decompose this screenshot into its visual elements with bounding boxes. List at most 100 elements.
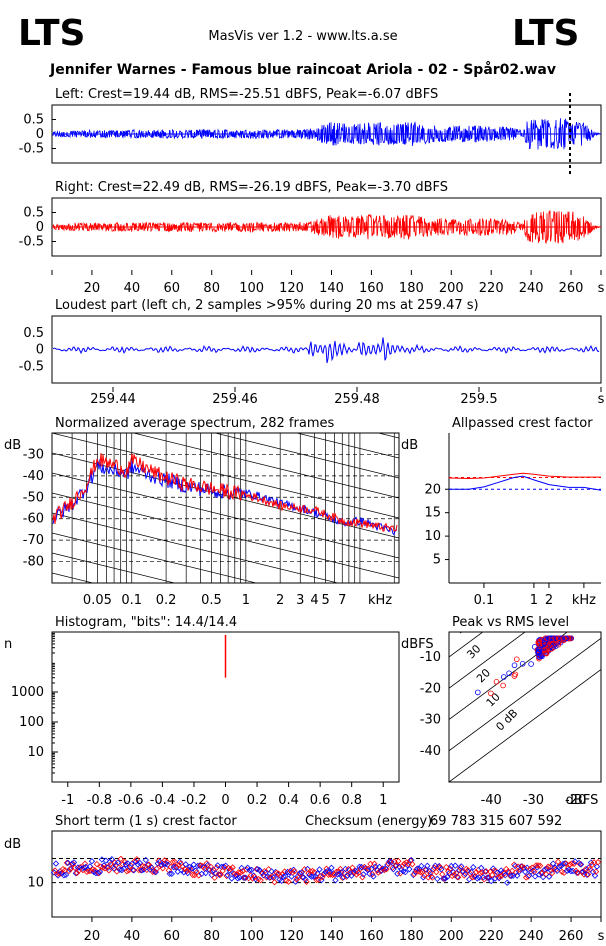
crest-point: [533, 864, 541, 871]
crest-point: [443, 863, 450, 871]
crest-point: [550, 865, 558, 873]
scatter-point: [555, 641, 562, 648]
crest-point: [484, 874, 491, 881]
y-tick-label: 0: [36, 220, 44, 235]
crest-point: [423, 866, 430, 873]
crest-point: [305, 870, 312, 877]
crest-point: [279, 870, 286, 878]
diagonal-line: [295, 433, 399, 459]
chart-title: Short term (1 s) crest factor: [55, 814, 237, 829]
diagonal-line: [52, 552, 176, 583]
y-tick-label: 0.5: [23, 326, 44, 341]
crest-point: [555, 863, 563, 871]
crest-point: [567, 867, 575, 875]
loudest-trace: [52, 337, 600, 364]
crest-point: [526, 865, 534, 873]
diagonal-line: [52, 313, 399, 398]
scatter-point: [506, 670, 512, 677]
crest-point: [418, 862, 425, 870]
crest-point: [227, 865, 234, 873]
crest-point: [228, 875, 235, 882]
crest-point: [299, 874, 306, 881]
crest-point: [395, 857, 402, 865]
crest-point: [134, 861, 142, 868]
crest-point: [288, 873, 295, 880]
scatter-point: [536, 638, 543, 645]
crest-point: [224, 872, 231, 879]
y-tick-label: 10: [27, 745, 44, 760]
crest-point: [98, 856, 106, 863]
x-tick-label: 220: [479, 281, 504, 296]
crest-point: [579, 868, 587, 875]
y-tick-label: -50: [23, 490, 44, 505]
y-tick-label: 100: [19, 715, 44, 730]
crest-point: [458, 863, 465, 870]
crest-point: [478, 864, 485, 872]
crest-point: [449, 872, 456, 880]
diagonal-line: [52, 693, 399, 778]
x-tick-label: 0.1: [474, 593, 495, 608]
x-tick-label: 160: [359, 929, 384, 944]
x-tick-label: -20: [565, 793, 586, 808]
x-tick-label: 200: [439, 929, 464, 944]
x-tick-label: -0.6: [118, 793, 143, 808]
y-tick-label: 10: [27, 876, 44, 891]
diagonal-line: [52, 193, 399, 278]
scatter-point: [493, 678, 500, 685]
y-tick-label: -0.5: [19, 235, 44, 250]
x-tick-label: 80: [203, 929, 220, 944]
crest-point: [129, 866, 137, 874]
crest-point: [285, 878, 292, 885]
right-waveform-chart: Right: Crest=22.49 dB, RMS=-26.19 dBFS, …: [19, 180, 605, 296]
histogram-chart: Histogram, "bits": 14.4/14.4n100010010-1…: [4, 615, 400, 808]
crest-point: [594, 858, 602, 866]
crest-point: [564, 865, 572, 872]
crest-point: [248, 866, 255, 874]
crest-point: [190, 861, 197, 868]
crest-point: [259, 870, 266, 877]
chart-title: Loudest part (left ch, 2 samples >95% du…: [55, 298, 479, 313]
crest-point: [468, 868, 475, 876]
crest-point: [202, 869, 209, 877]
crest-point: [327, 871, 334, 878]
crest-point: [139, 862, 147, 870]
crest-point: [534, 862, 542, 869]
x-tick-label: 240: [519, 281, 544, 296]
crest-point: [584, 871, 592, 878]
crest-point: [545, 873, 553, 880]
crest-point: [91, 867, 99, 874]
diagonal-label: 40: [455, 618, 474, 637]
diagonal-line: [52, 492, 399, 579]
y-tick-label: 15: [424, 506, 441, 521]
y-tick-label: 10: [424, 529, 441, 544]
crest-point: [371, 860, 378, 867]
scatter-point: [548, 637, 554, 644]
crest-point: [355, 869, 362, 877]
crest-point: [80, 864, 88, 871]
logo-left: LTS: [18, 13, 85, 54]
crest-point: [280, 873, 287, 880]
y-axis-label: n: [4, 637, 12, 652]
y-axis-label: dB: [4, 438, 21, 453]
crest-point: [425, 874, 432, 881]
checksum-value: 69 783 315 607 592: [430, 814, 562, 829]
crest-point: [586, 866, 594, 873]
crest-point: [121, 858, 129, 866]
crest-point: [337, 865, 344, 873]
crest-point: [333, 868, 340, 875]
crest-point: [188, 865, 195, 872]
crest-point: [562, 860, 570, 867]
crest-point: [470, 864, 477, 871]
crest-point: [328, 864, 335, 871]
crest-point: [381, 866, 388, 874]
plot-frame: [51, 830, 602, 918]
crest-point: [491, 867, 498, 874]
crest-point: [577, 861, 585, 868]
crest-point: [583, 871, 591, 878]
crest-point: [162, 860, 169, 868]
crest-point: [473, 868, 480, 876]
y-axis-label: dBFS: [401, 637, 434, 652]
x-tick-label: 0.1: [121, 593, 142, 608]
crest-point: [368, 865, 375, 873]
crest-point: [557, 862, 565, 870]
